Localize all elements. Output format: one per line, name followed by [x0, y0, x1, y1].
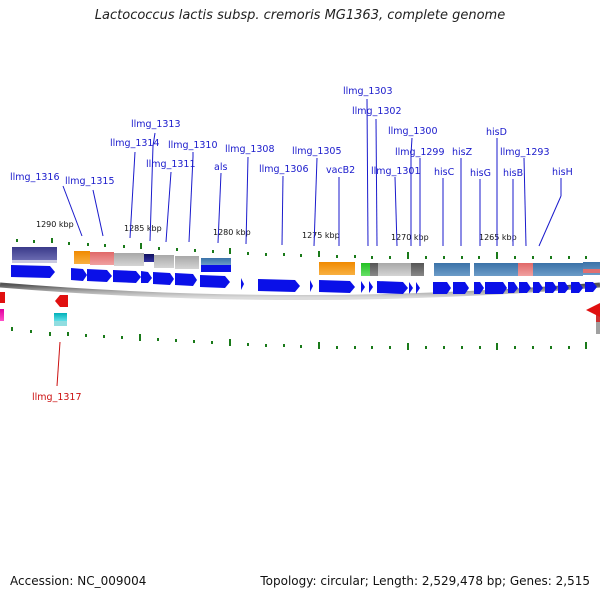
gene-label: vacB2	[326, 165, 355, 176]
gene-label: llmg_1316	[10, 172, 60, 183]
cds-arrow	[571, 282, 583, 293]
feature-block	[583, 262, 600, 275]
gene-label: hisZ	[452, 147, 473, 158]
cds-arrow	[586, 303, 600, 317]
feature-block	[370, 263, 378, 276]
cds-arrow	[545, 282, 557, 293]
topology-label: Topology: circular; Length: 2,529,478 bp…	[260, 574, 590, 588]
feature-block	[54, 313, 67, 321]
cds-arrow	[55, 295, 68, 307]
feature-block	[74, 251, 90, 264]
cds-arrow	[508, 282, 518, 293]
feature-block	[90, 252, 114, 265]
gene-label: llmg_1306	[259, 164, 309, 175]
feature-block	[201, 265, 231, 272]
cds-arrow	[409, 282, 413, 294]
feature-block	[474, 263, 518, 276]
feature-block	[596, 322, 600, 334]
gene-label: hisH	[552, 167, 573, 178]
gene-label: hisD	[486, 127, 507, 138]
map-title: Lactococcus lactis subsp. cremoris MG136…	[94, 8, 506, 23]
tick-label: 1270 kbp	[391, 233, 429, 242]
feature-block	[434, 263, 470, 276]
feature-block	[114, 253, 144, 266]
feature-block	[0, 292, 5, 303]
gene-label: llmg_1300	[388, 126, 438, 137]
feature-block	[201, 258, 231, 265]
feature-block	[144, 254, 154, 262]
tick-label: 1280 kbp	[213, 228, 251, 237]
feature-block	[378, 263, 411, 276]
cds-arrow	[377, 281, 408, 294]
cds-track	[11, 265, 600, 317]
gene-label: llmg_1308	[225, 144, 275, 155]
cds-arrow	[533, 282, 543, 293]
genome-backbone	[0, 282, 600, 300]
scale-ticks	[11, 238, 587, 350]
cds-arrow	[175, 273, 197, 286]
leader-lines	[62, 98, 562, 247]
tick-label: 1290 kbp	[36, 220, 74, 229]
tick-label: 1265 kbp	[479, 233, 517, 242]
cds-arrow	[361, 281, 365, 293]
gene-label: llmg_1310	[168, 140, 218, 151]
cds-arrow	[11, 265, 55, 278]
feature-block	[154, 255, 174, 268]
cds-arrow	[200, 275, 230, 288]
gene-label: llmg_1311	[146, 159, 196, 170]
cds-arrow	[71, 268, 87, 281]
gene-label: hisG	[470, 168, 491, 179]
cds-arrow	[319, 280, 355, 293]
tick-label: 1285 kbp	[124, 224, 162, 233]
feature-block	[361, 263, 370, 276]
cds-arrow	[485, 282, 507, 294]
gene-label: als	[214, 162, 227, 173]
feature-block	[54, 321, 67, 326]
cds-arrow	[519, 282, 531, 293]
feature-track	[0, 247, 600, 334]
feature-block	[175, 256, 199, 269]
cds-arrow	[241, 278, 244, 290]
feature-block	[518, 263, 533, 276]
cds-arrow	[113, 270, 141, 283]
gene-label: llmg_1301	[371, 166, 421, 177]
feature-block	[0, 309, 4, 321]
cds-arrow	[310, 280, 313, 292]
feature-block	[12, 260, 57, 263]
feature-block	[411, 263, 424, 276]
cds-arrow	[416, 282, 420, 294]
cds-arrow	[453, 282, 469, 294]
feature-block	[12, 247, 57, 260]
cds-arrow	[258, 279, 300, 292]
gene-label: llmg_1293	[500, 147, 550, 158]
gene-label: llmg_1305	[292, 146, 342, 157]
cds-arrow	[153, 272, 174, 285]
gene-label: llmg_1313	[131, 119, 181, 130]
gene-label: hisB	[503, 168, 523, 179]
leader-lines-reverse	[56, 341, 61, 387]
gene-label: hisC	[434, 167, 455, 178]
accession-label: Accession: NC_009004	[10, 574, 147, 588]
cds-arrow	[558, 282, 569, 293]
cds-arrow	[141, 271, 152, 283]
gene-label-reverse: llmg_1317	[32, 392, 82, 403]
cds-arrow	[585, 282, 597, 292]
cds-arrow	[87, 269, 112, 282]
feature-block	[533, 263, 583, 276]
gene-label: llmg_1299	[395, 147, 445, 158]
tick-label: 1275 kbp	[302, 231, 340, 240]
cds-arrow	[474, 282, 484, 294]
cds-arrow	[369, 281, 373, 293]
gene-label: llmg_1303	[343, 86, 393, 97]
feature-block	[319, 262, 355, 275]
feature-block	[583, 269, 600, 273]
gene-label: llmg_1302	[352, 106, 402, 117]
cds-arrow	[433, 282, 451, 294]
gene-label: llmg_1315	[65, 176, 115, 187]
gene-label: llmg_1314	[110, 138, 160, 149]
